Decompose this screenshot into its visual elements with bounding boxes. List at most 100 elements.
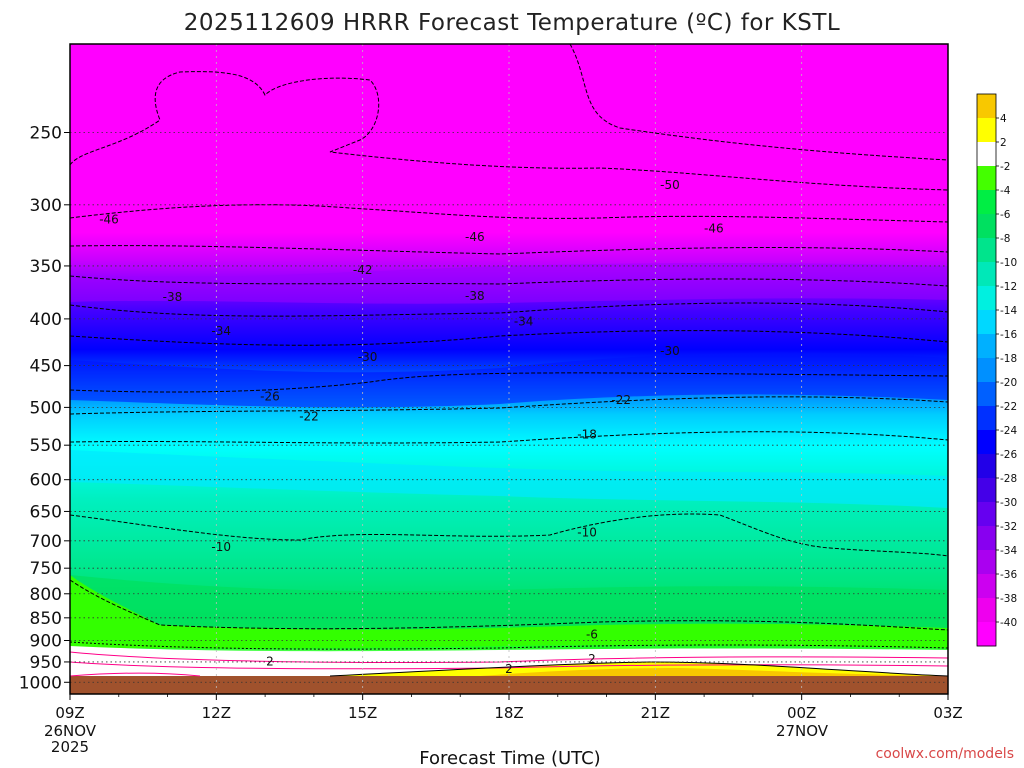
colorbar-swatch xyxy=(977,190,996,215)
y-axis: 2503003504004505005506006507007508008509… xyxy=(19,123,70,693)
colorbar-label: -8 xyxy=(1000,233,1010,245)
contour-label: 2 xyxy=(588,652,596,666)
contour-label: -22 xyxy=(299,410,319,424)
x-tick-label: 12Z xyxy=(202,704,231,722)
contour-label: -46 xyxy=(465,230,485,244)
contour-label: 2 xyxy=(505,662,513,676)
colorbar-label: -34 xyxy=(1000,545,1017,557)
colorbar-swatch xyxy=(977,142,996,167)
y-tick-label: 500 xyxy=(30,398,62,418)
contour-label: -38 xyxy=(163,290,183,304)
x-tick-label: 21Z xyxy=(641,704,670,722)
colorbar-label: -40 xyxy=(1000,617,1017,629)
contour-line-zero xyxy=(69,651,949,664)
contour-label: -34 xyxy=(211,324,231,338)
y-tick-label: 650 xyxy=(30,502,62,522)
colorbar-swatch xyxy=(977,550,996,575)
contour-label: -30 xyxy=(358,350,378,364)
y-tick-label: 350 xyxy=(30,257,62,277)
x-tick-label: 18Z xyxy=(494,704,523,722)
site-credit: coolwx.com/models xyxy=(876,746,1014,762)
x-grid xyxy=(215,44,803,694)
contour-line-46 xyxy=(69,204,949,223)
contour-label: -18 xyxy=(577,428,597,442)
contour-label: -42 xyxy=(353,263,373,277)
x-axis-label: Forecast Time (UTC) xyxy=(419,748,600,768)
contour-line-22 xyxy=(69,396,949,415)
y-tick-label: 750 xyxy=(30,559,62,579)
colorbar-swatch xyxy=(977,622,996,647)
colorbar-swatch xyxy=(977,406,996,431)
x-tick-label: 15Z xyxy=(348,704,377,722)
x-mid-date: 27NOV xyxy=(776,722,829,740)
colorbar-swatch xyxy=(977,118,996,143)
contour-line-2-dotted xyxy=(69,641,949,650)
contour-label: -50 xyxy=(660,178,680,192)
x-tick-label: 09Z xyxy=(55,704,84,722)
colorbar-swatch xyxy=(977,502,996,527)
colorbar-label: -10 xyxy=(1000,257,1017,269)
contour-label: -26 xyxy=(260,390,280,404)
band-cyan xyxy=(70,450,948,508)
contour-line-50-upper xyxy=(569,43,949,161)
colorbar-swatch xyxy=(977,574,996,599)
colorbar-label: -24 xyxy=(1000,425,1017,437)
y-tick-label: 600 xyxy=(30,471,62,491)
contour-line-2-surface xyxy=(329,661,949,677)
colorbar-swatch xyxy=(977,166,996,191)
colorbar-label: -32 xyxy=(1000,521,1017,533)
contour-label: -38 xyxy=(465,289,485,303)
contour-line-10 xyxy=(69,513,949,557)
colorbar-swatch xyxy=(977,526,996,551)
colorbar-label: -2 xyxy=(1000,161,1010,173)
colorbar-swatch xyxy=(977,334,996,359)
contour-label: -10 xyxy=(211,540,231,554)
colorbar-frame xyxy=(976,93,997,647)
y-tick-label: 400 xyxy=(30,310,62,330)
colorbar-label: -14 xyxy=(1000,305,1017,317)
colorbar-label: 4 xyxy=(1000,113,1007,125)
x-axis: 09Z 12Z 15Z 18Z 21Z 00Z 03Z xyxy=(55,694,963,722)
colorbar-swatch xyxy=(977,478,996,503)
y-tick-label: 300 xyxy=(30,196,62,216)
colorbar-swatch xyxy=(977,430,996,455)
y-tick-label: 700 xyxy=(30,532,62,552)
contour-labels: -46 -46 -46 -50 -42 -38 -38 -34 -34 -30 -30 -26 -22 -… xyxy=(99,178,724,676)
contour-line-34 xyxy=(69,302,949,317)
contour-label: -30 xyxy=(660,344,680,358)
contour-label: -46 xyxy=(704,221,724,235)
contour-label: -46 xyxy=(99,213,119,227)
contour-label: 2 xyxy=(266,655,274,669)
colorbar-label: -12 xyxy=(1000,281,1017,293)
x-tick-label: 00Z xyxy=(787,704,816,722)
band-light-green xyxy=(70,575,948,649)
y-tick-label: 800 xyxy=(30,585,62,605)
contour-label: -22 xyxy=(611,393,631,407)
colorbar-label: -18 xyxy=(1000,353,1017,365)
ground-surface xyxy=(70,676,948,694)
colorbar-label: -6 xyxy=(1000,209,1011,221)
colorbar-swatch xyxy=(977,598,996,623)
colorbar-label: -36 xyxy=(1000,569,1017,581)
contour-line-18 xyxy=(69,431,949,444)
contour-line-26 xyxy=(69,372,949,393)
contour-line-42 xyxy=(69,245,949,255)
y-tick-label: 900 xyxy=(30,631,62,651)
contour-lines-solid xyxy=(69,641,949,677)
contour-line-zero-lower xyxy=(69,661,949,670)
colorbar-label: -30 xyxy=(1000,497,1017,509)
x-tick-label: 03Z xyxy=(933,704,962,722)
colorbar-swatch xyxy=(977,286,996,311)
colorbar-label: -26 xyxy=(1000,449,1017,461)
colorbar-label: -16 xyxy=(1000,329,1017,341)
chart-title: 2025112609 HRRR Forecast Temperature (ºC… xyxy=(184,10,840,36)
contour-line-38 xyxy=(69,275,949,287)
colorbar-swatch xyxy=(977,94,996,119)
x-start-date-line1: 26NOV xyxy=(44,722,97,740)
contour-line-6 xyxy=(69,579,949,631)
colorbar-label: -4 xyxy=(1000,185,1011,197)
contour-line-30 xyxy=(69,330,949,346)
colorbar-swatch xyxy=(977,238,996,263)
colorbar-swatch xyxy=(977,358,996,383)
